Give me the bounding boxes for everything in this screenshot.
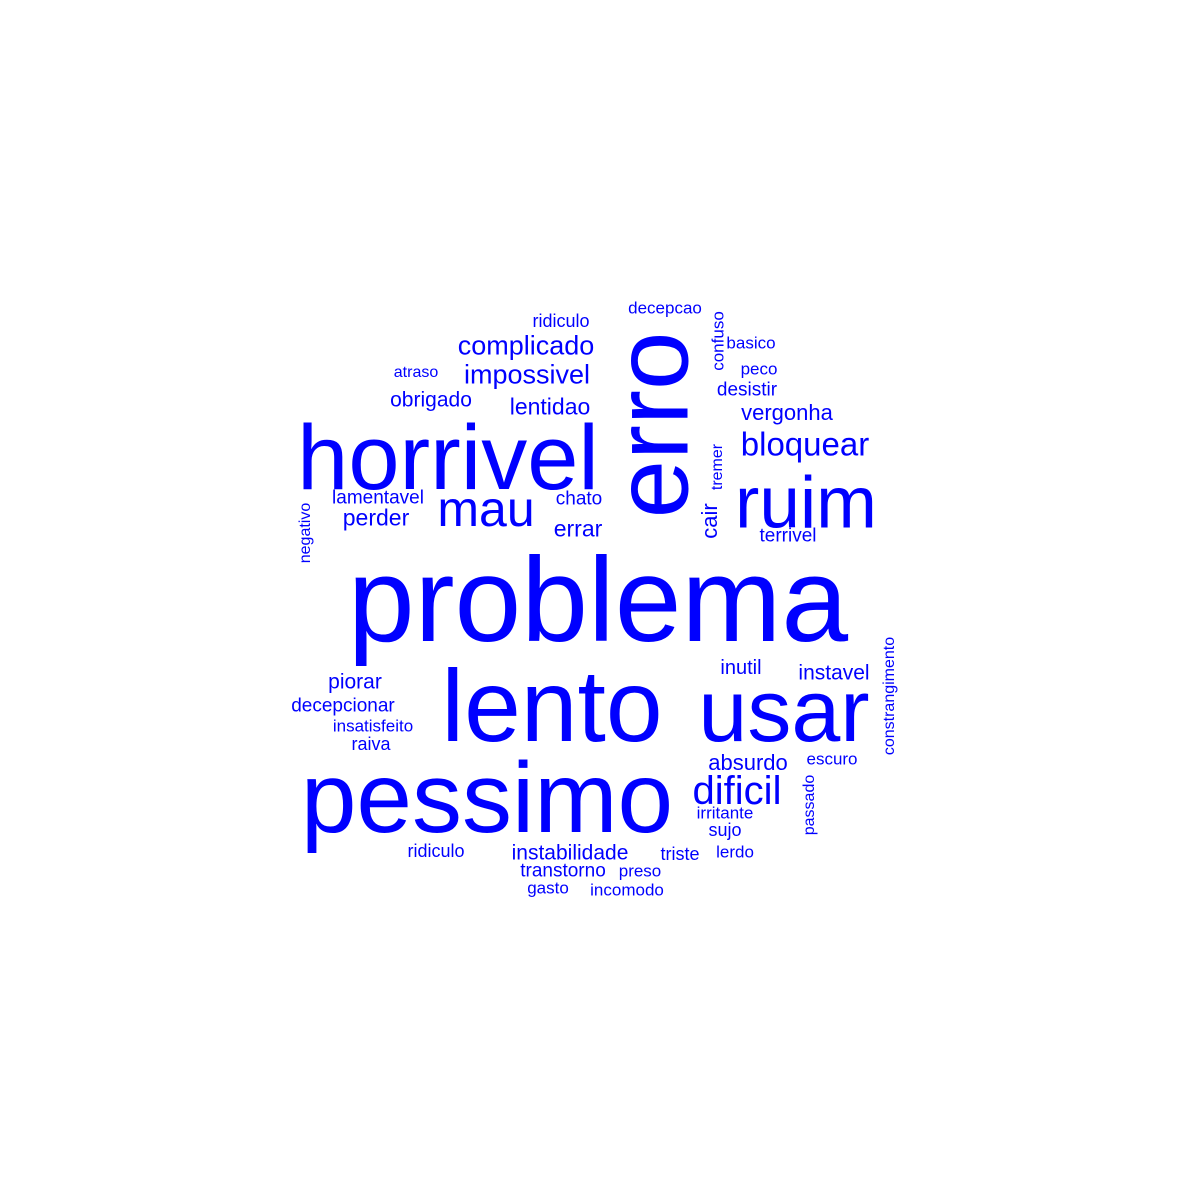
- word-peco: peco: [740, 359, 778, 379]
- word-passado: passado: [801, 774, 818, 836]
- word-constrangimento: constrangimento: [881, 636, 898, 756]
- word-decepcao: decepcao: [628, 298, 702, 318]
- word-pessimo: pessimo: [300, 742, 674, 854]
- word-desistir: desistir: [716, 379, 778, 401]
- word-vergonha: vergonha: [741, 400, 833, 425]
- word-transtorno: transtorno: [520, 860, 606, 882]
- word-negativo: negativo: [297, 502, 314, 564]
- word-problema: problema: [347, 533, 849, 667]
- word-cair: cair: [697, 503, 722, 539]
- word-confuso: confuso: [708, 311, 728, 371]
- word-irritante: irritante: [696, 803, 754, 823]
- word-dificil: dificil: [692, 769, 782, 813]
- word-insatisfeito: insatisfeito: [332, 716, 414, 736]
- word-inutil: inutil: [720, 657, 762, 679]
- word-ridiculo-bottom: ridiculo: [407, 841, 465, 861]
- word-usar: usar: [698, 661, 870, 760]
- word-impossivel: impossivel: [463, 359, 591, 390]
- word-errar: errar: [553, 515, 603, 542]
- word-complicado: complicado: [457, 330, 595, 361]
- word-bloquear: bloquear: [740, 425, 870, 463]
- word-lerdo: lerdo: [716, 842, 754, 862]
- word-gasto: gasto: [527, 878, 569, 898]
- word-atraso: atraso: [393, 364, 439, 381]
- word-erro: erro: [593, 331, 711, 519]
- word-perder: perder: [342, 504, 410, 531]
- word-piorar: piorar: [328, 670, 382, 694]
- word-absurdo: absurdo: [708, 750, 788, 775]
- word-lamentavel: lamentavel: [332, 487, 424, 509]
- word-obrigado: obrigado: [390, 388, 472, 412]
- word-lento: lento: [441, 649, 663, 763]
- word-instabilidade: instabilidade: [511, 841, 629, 865]
- word-escuro: escuro: [806, 749, 858, 769]
- word-tremer: tremer: [709, 443, 726, 491]
- word-basico: basico: [726, 333, 776, 353]
- word-horrivel: horrivel: [297, 407, 599, 509]
- word-lentidao: lentidao: [509, 393, 591, 420]
- word-triste: triste: [660, 844, 700, 864]
- word-sujo: sujo: [708, 820, 742, 840]
- word-mau: mau: [437, 481, 535, 537]
- word-instavel: instavel: [798, 661, 870, 685]
- word-raiva: raiva: [351, 734, 391, 754]
- word-decepcionar: decepcionar: [291, 695, 395, 717]
- word-chato: chato: [555, 488, 603, 510]
- word-preso: preso: [618, 861, 662, 881]
- word-ruim: ruim: [735, 462, 877, 544]
- word-terrivel: terrivel: [759, 525, 817, 547]
- word-ridiculo-top: ridiculo: [532, 311, 590, 331]
- word-incomodo: incomodo: [590, 880, 664, 900]
